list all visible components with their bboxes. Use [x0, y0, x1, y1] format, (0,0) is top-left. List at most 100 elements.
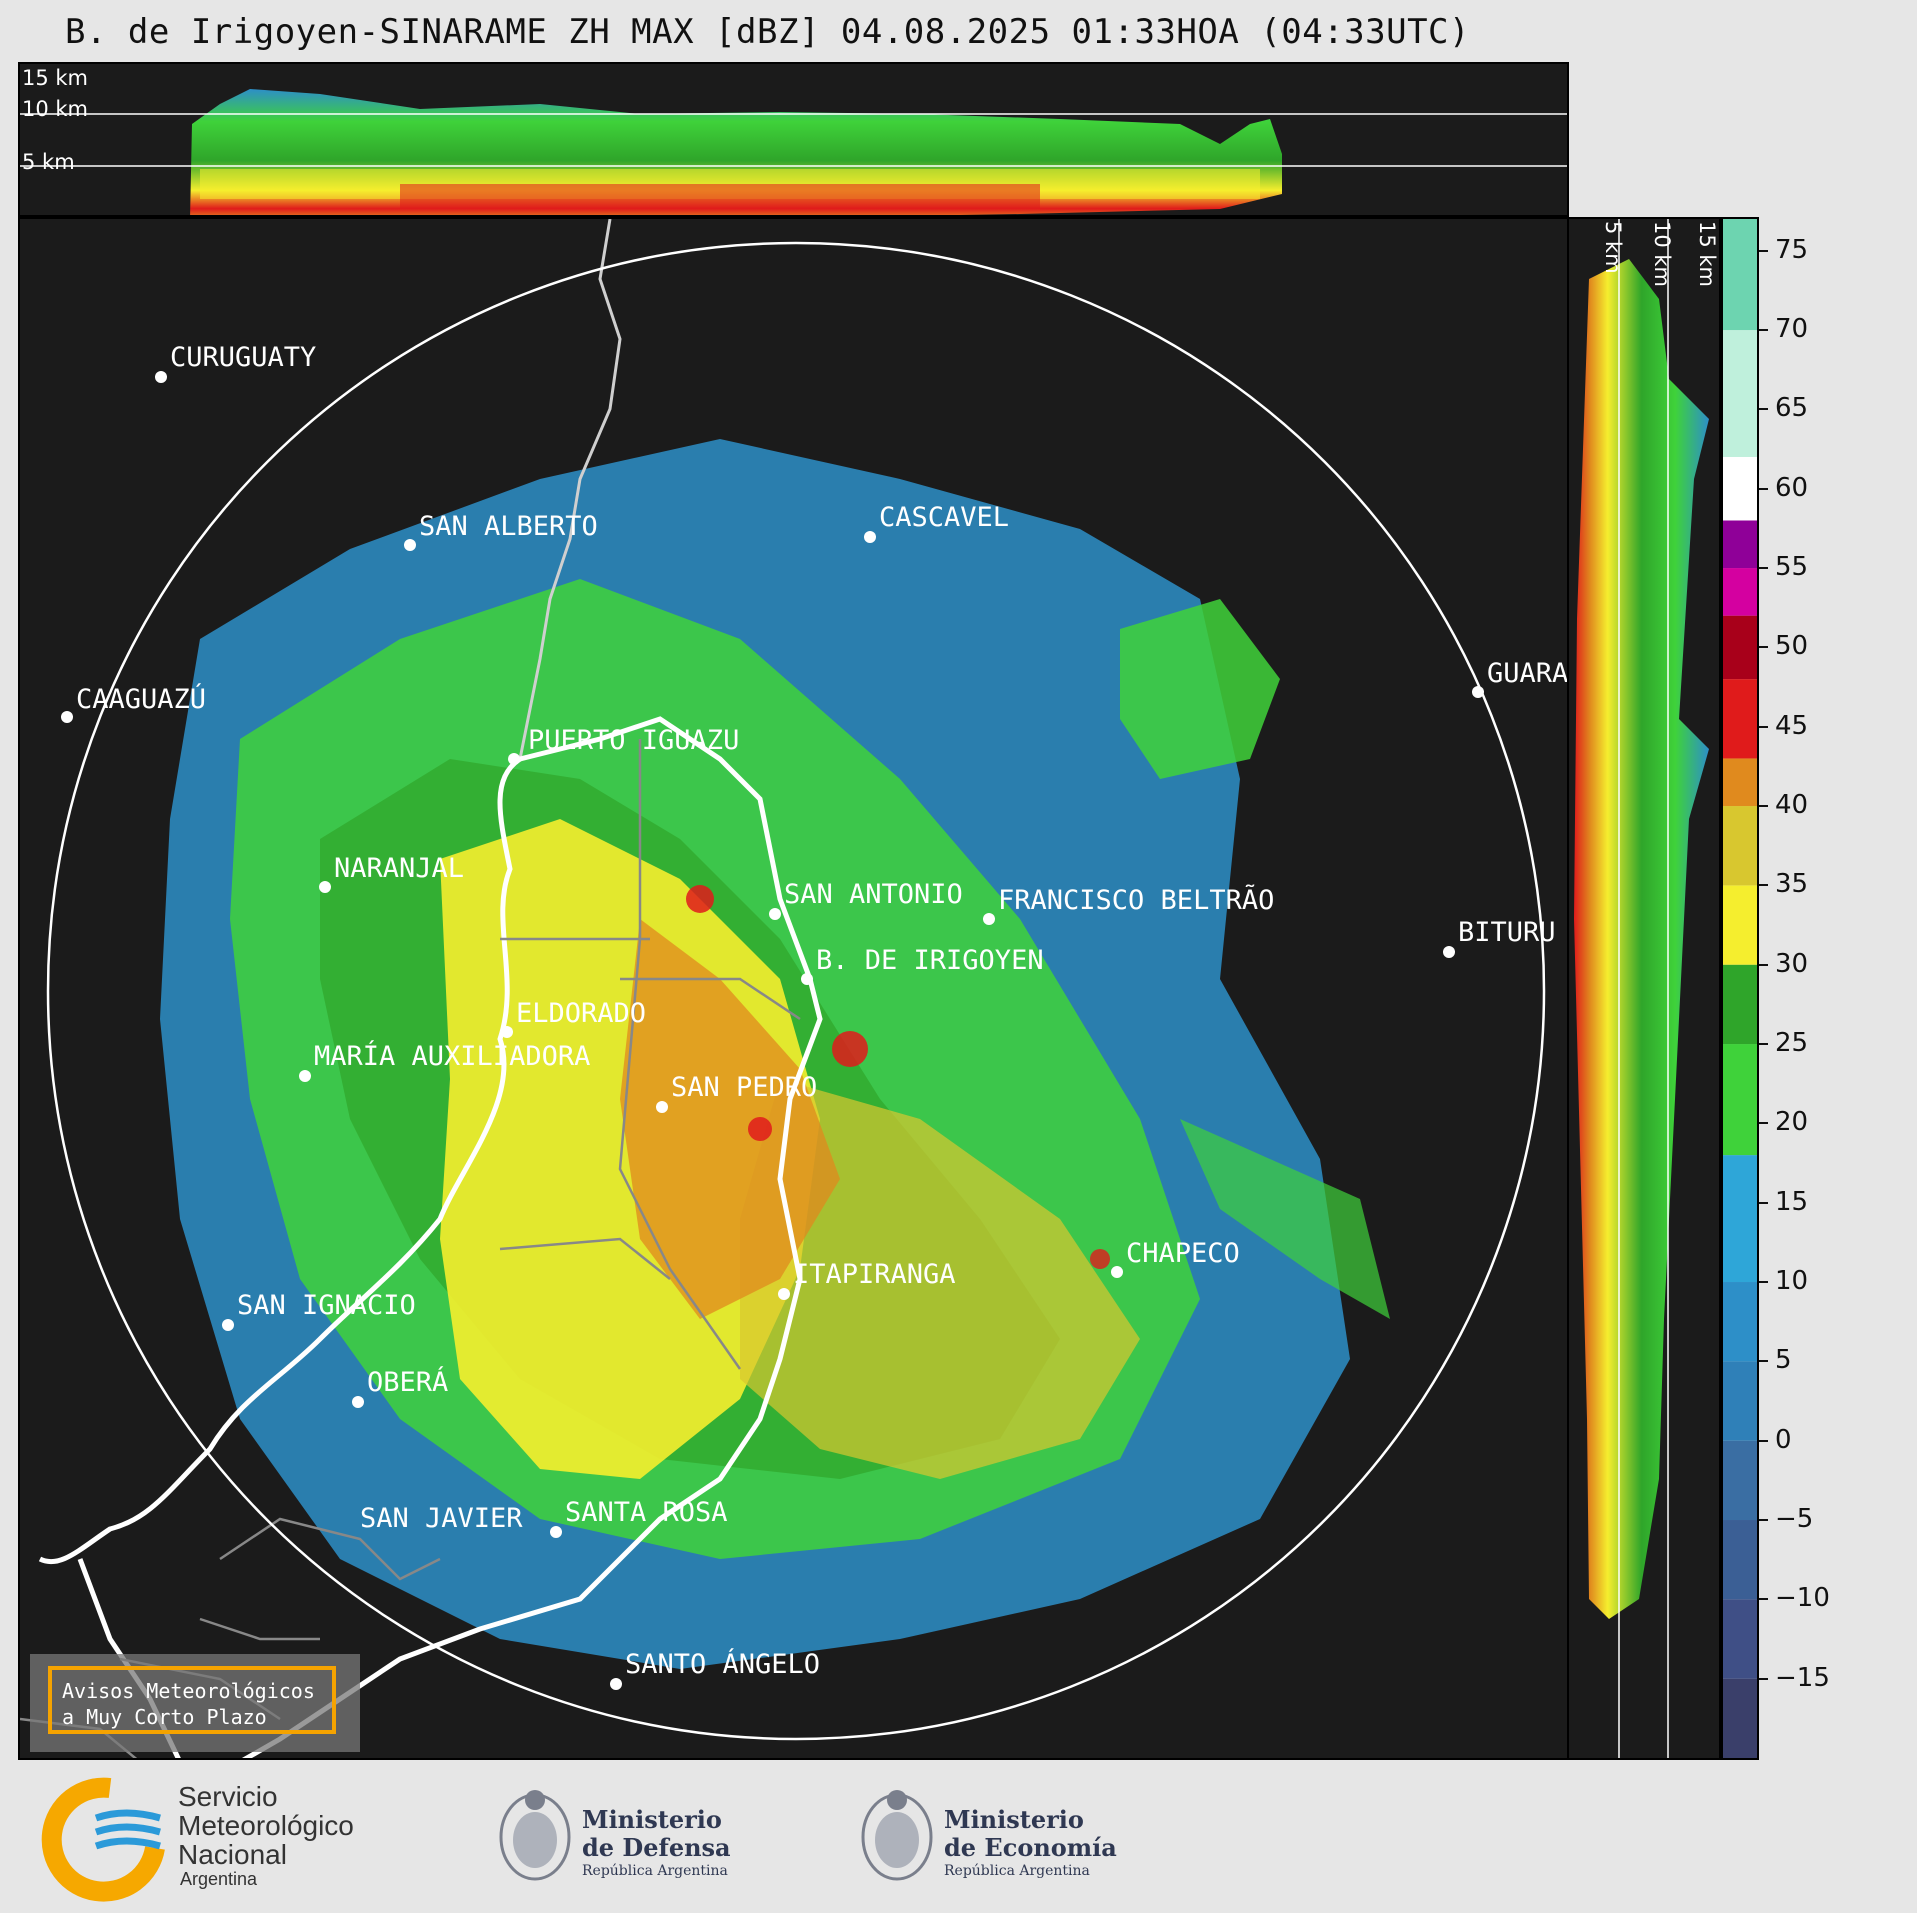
chart-title: B. de Irigoyen-SINARAME ZH MAX [dBZ] 04.…: [65, 12, 1470, 52]
city-label-santa-rosa: SANTA ROSA: [565, 1497, 728, 1528]
city-marker-cascavel: [864, 531, 876, 543]
smn-line3: Nacional: [178, 1839, 287, 1870]
city-label-san-pedro: SAN PEDRO: [671, 1072, 817, 1103]
colorbar-tick-label: 45: [1775, 710, 1809, 741]
colorbar-band: [1723, 758, 1757, 807]
city-label-maria-auxiliadora: MARÍA AUXILIADORA: [314, 1040, 590, 1072]
colorbar: [1721, 217, 1759, 1760]
colorbar-tick-label: 10: [1775, 1266, 1809, 1297]
colorbar-tick-mark: [1759, 884, 1768, 887]
warning-box-line1: Avisos Meteorológicos: [62, 1679, 315, 1703]
right-cross-section-plot: [1574, 219, 1709, 1758]
colorbar-tick-label: 40: [1775, 790, 1809, 821]
city-marker-naranjal: [319, 881, 331, 893]
right-altitude-label-10km: 10 km: [1650, 221, 1674, 288]
city-marker-san-pedro: [656, 1101, 668, 1113]
city-label-eldorado: ELDORADO: [516, 998, 646, 1029]
smn-line4: Argentina: [180, 1869, 258, 1889]
colorbar-band: [1723, 456, 1757, 521]
radar-map-panel[interactable]: CURUGUATY SAN ALBERTO CASCAVEL CAAGUAZÚ …: [18, 217, 1569, 1760]
city-label-b-de-irigoyen: B. DE IRIGOYEN: [816, 945, 1044, 976]
city-marker-b-de-irigoyen: [801, 973, 813, 985]
province-border-west: [38, 756, 522, 1565]
right-altitude-label-15km: 15 km: [1695, 221, 1719, 288]
colorbar-tick-mark: [1759, 646, 1768, 649]
colorbar-tick-label: 55: [1775, 552, 1809, 583]
department-borders: [618, 739, 742, 1370]
city-label-cascavel: CASCAVEL: [879, 502, 1009, 533]
smn-logo-text: Servicio Meteorológico Nacional Argentin…: [178, 1782, 354, 1889]
city-label-curuguaty: CURUGUATY: [170, 342, 316, 373]
colorbar-tick-mark: [1759, 249, 1768, 252]
colorbar-gradient: [1723, 219, 1757, 1758]
colorbar-band: [1723, 330, 1757, 457]
warning-box-frame[interactable]: Avisos Meteorológicos a Muy Corto Plazo: [48, 1666, 336, 1734]
city-marker-guara: [1472, 686, 1484, 698]
altitude-label-5km: 5 km: [22, 150, 75, 174]
city-marker-eldorado: [501, 1026, 513, 1038]
colorbar-tick-mark: [1759, 1677, 1768, 1680]
colorbar-band: [1723, 615, 1757, 680]
city-marker-francisco-beltrao: [983, 913, 995, 925]
colorbar-tick-label: 25: [1775, 1028, 1809, 1059]
city-marker-puerto-iguazu: [508, 753, 520, 765]
top-cross-section-plot: [20, 89, 1567, 215]
colorbar-band: [1723, 1282, 1757, 1362]
city-label-san-alberto: SAN ALBERTO: [419, 511, 598, 542]
colorbar-tick-mark: [1759, 329, 1768, 332]
colorbar-tick-label: 0: [1775, 1424, 1792, 1455]
smn-logo-icon: [41, 1777, 165, 1902]
city-marker-curuguaty: [155, 371, 167, 383]
radar-range-ring: [46, 241, 1546, 1741]
city-label-san-ignacio: SAN IGNACIO: [237, 1290, 416, 1321]
colorbar-tick-mark: [1759, 805, 1768, 808]
city-marker-caaguazu: [61, 711, 73, 723]
top-cross-section-panel: 15 km 10 km 5 km: [18, 62, 1569, 217]
colorbar-band: [1723, 568, 1757, 616]
colorbar-tick-mark: [1759, 1598, 1768, 1601]
colorbar-tick-mark: [1759, 567, 1768, 570]
altitude-label-15km: 15 km: [22, 66, 89, 90]
colorbar-band: [1723, 1440, 1757, 1521]
city-label-naranjal: NARANJAL: [334, 853, 464, 884]
colorbar-tick-label: 30: [1775, 948, 1809, 979]
city-label-itapiranga: ITAPIRANGA: [793, 1259, 956, 1290]
warning-box[interactable]: Avisos Meteorológicos a Muy Corto Plazo: [30, 1654, 360, 1752]
colorbar-tick-mark: [1759, 1201, 1768, 1204]
colorbar-tick-labels: 75 70 65 60 55 50 45 40 35 30 25 20 15 10 5 0 −5 −10 −15: [1759, 217, 1869, 1760]
altitude-label-10km: 10 km: [22, 97, 89, 121]
colorbar-tick-mark: [1759, 408, 1768, 411]
defensa-line2: de Defensa: [582, 1833, 731, 1862]
city-label-guara: GUARA: [1487, 658, 1568, 689]
city-marker-maria-auxiliadora: [299, 1070, 311, 1082]
colorbar-tick-label: 70: [1775, 314, 1809, 345]
footer: Servicio Meteorológico Nacional Argentin…: [0, 1760, 1917, 1909]
radar-map: CURUGUATY SAN ALBERTO CASCAVEL CAAGUAZÚ …: [20, 219, 1568, 1758]
city-marker-santa-rosa: [550, 1526, 562, 1538]
city-label-san-antonio: SAN ANTONIO: [784, 879, 963, 910]
colorbar-tick-mark: [1759, 1439, 1768, 1442]
defensa-line1: Ministerio: [582, 1805, 722, 1834]
colorbar-tick-mark: [1759, 1043, 1768, 1046]
colorbar-band: [1723, 1520, 1757, 1600]
smn-line1: Servicio: [178, 1781, 278, 1812]
economia-line3: República Argentina: [944, 1863, 1090, 1879]
international-border: [518, 219, 622, 760]
city-label-santo-angelo: SANTO ÁNGELO: [625, 1648, 820, 1680]
colorbar-band: [1723, 964, 1757, 1045]
city-label-obera: OBERÁ: [367, 1366, 448, 1398]
colorbar-band: [1723, 885, 1757, 965]
province-border-east: [241, 716, 823, 1758]
defensa-seal-icon: [499, 1790, 571, 1881]
colorbar-tick-label: −15: [1775, 1662, 1830, 1693]
city-label-bituru: BITURU: [1458, 917, 1556, 948]
city-marker-san-antonio: [769, 908, 781, 920]
city-marker-bituru: [1443, 946, 1455, 958]
city-marker-san-ignacio: [222, 1319, 234, 1331]
city-label-san-javier: SAN JAVIER: [360, 1503, 523, 1534]
city-labels: CURUGUATY SAN ALBERTO CASCAVEL CAAGUAZÚ …: [76, 342, 1568, 1680]
economia-logo-text: Ministerio de Economía República Argenti…: [944, 1806, 1117, 1880]
colorbar-tick-label: −5: [1775, 1504, 1814, 1534]
defensa-line3: República Argentina: [582, 1863, 728, 1879]
colorbar-tick-mark: [1759, 487, 1768, 490]
